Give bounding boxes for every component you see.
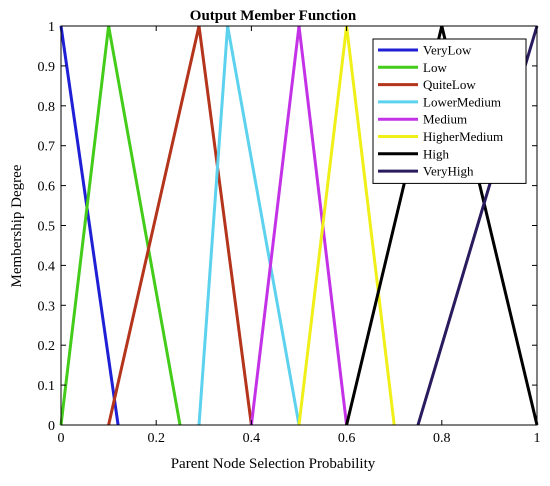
x-tick-label: 0.6 [338,431,356,446]
y-tick-label: 0.5 [38,220,56,235]
y-tick-label: 0.7 [38,140,56,155]
y-tick-label: 0 [48,419,55,434]
y-tick-label: 0.6 [38,180,56,195]
y-tick-label: 0.3 [38,299,56,314]
y-axis-title: Membership Degree [9,164,25,287]
series-line-LowerMedium [197,25,301,426]
y-tick-label: 1 [48,20,55,35]
y-axis: 0 0.1 0.2 0.3 0.4 0.5 0.6 0.7 0.8 0.9 1 [38,20,537,434]
y-tick-label: 0.8 [38,100,56,115]
x-tick-label: 0.4 [243,431,261,446]
legend-label-VeryLow: VeryLow [423,43,472,58]
legend: VeryLow Low QuiteLow LowerMedium Medium Highe… [372,38,527,184]
y-tick-label: 0.9 [38,60,56,75]
legend-label-VeryHigh: VeryHigh [423,164,474,179]
x-tick-label: 1 [534,431,541,446]
legend-label-HigherMedium: HigherMedium [423,129,503,144]
chart-title: Output Member Function [190,8,357,24]
legend-box [372,38,527,184]
series-line-Low [59,25,182,426]
legend-label-Medium: Medium [423,112,467,127]
legend-label-High: High [423,146,450,161]
x-axis-title: Parent Node Selection Probability [171,456,376,472]
x-tick-label: 0.8 [433,431,451,446]
series-line-VeryLow [59,25,120,426]
y-tick-label: 0.4 [38,259,56,274]
legend-label-QuiteLow: QuiteLow [423,77,476,92]
series-line-QuiteLow [107,25,253,426]
legend-label-Low: Low [423,60,447,75]
legend-label-LowerMedium: LowerMedium [423,94,501,109]
x-axis: 0 0.2 0.4 0.6 0.8 1 [58,26,541,446]
x-tick-label: 0.2 [147,431,165,446]
series-line-Medium [249,25,349,426]
x-tick-label: 0 [58,431,65,446]
y-tick-label: 0.1 [38,379,56,394]
y-tick-label: 0.2 [38,339,56,354]
